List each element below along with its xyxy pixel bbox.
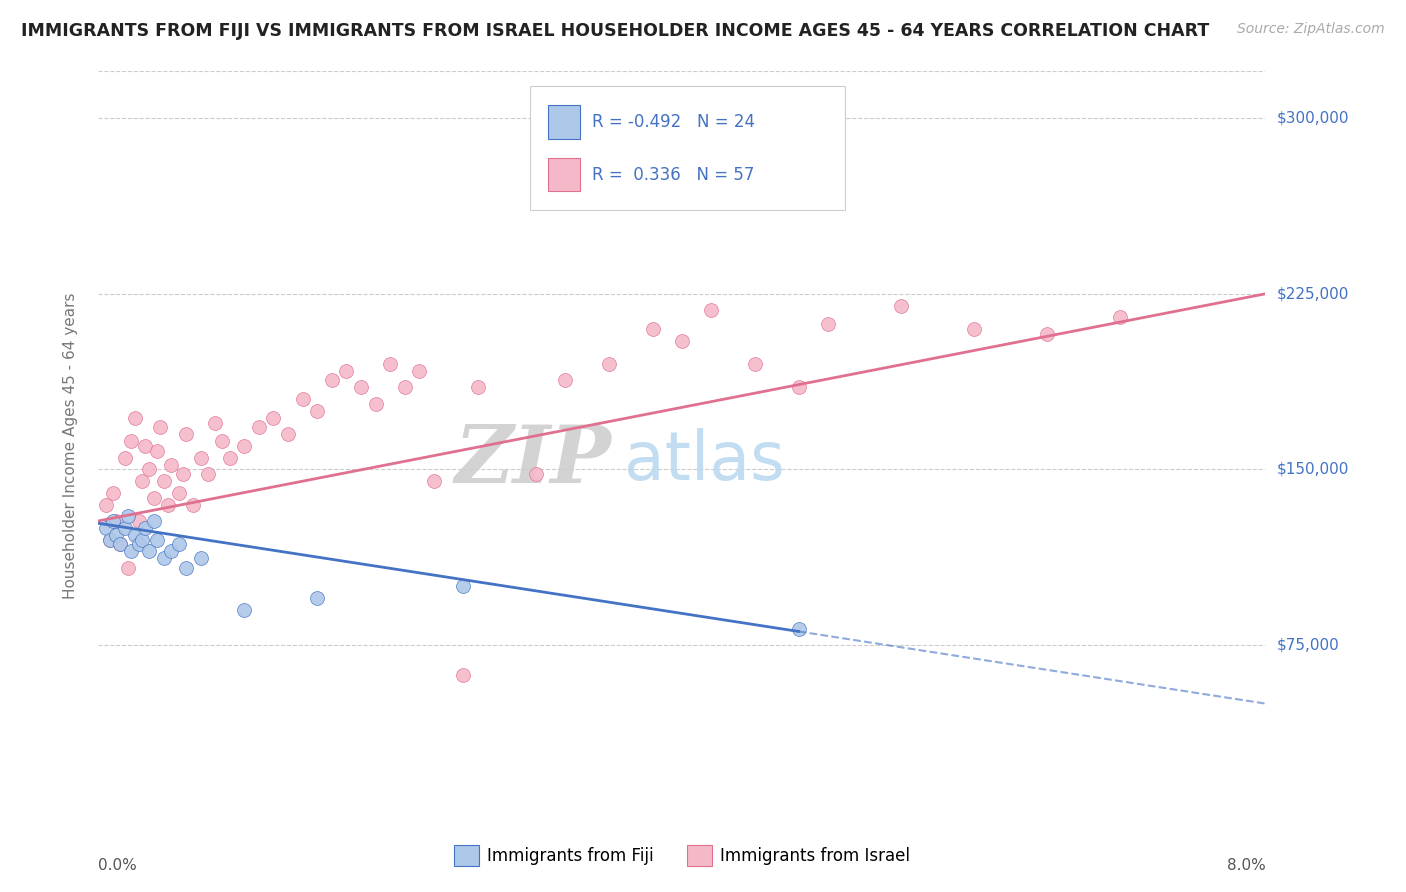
Point	[167, 537, 190, 551]
Point	[149, 420, 172, 434]
Point	[153, 551, 176, 566]
Point	[190, 551, 212, 566]
Point	[124, 411, 146, 425]
Text: $150,000: $150,000	[1277, 462, 1348, 477]
Point	[94, 498, 117, 512]
Point	[1035, 326, 1057, 341]
Point	[120, 544, 142, 558]
Point	[380, 357, 402, 371]
Point	[174, 561, 197, 575]
Text: R = -0.492   N = 24: R = -0.492 N = 24	[592, 113, 755, 131]
Point	[233, 603, 256, 617]
Text: ZIP: ZIP	[456, 422, 612, 500]
Point	[110, 537, 132, 551]
Point	[138, 544, 160, 558]
Point	[153, 474, 176, 488]
Point	[114, 450, 136, 465]
Text: atlas: atlas	[624, 428, 785, 494]
Point	[408, 364, 430, 378]
Point	[174, 427, 197, 442]
Point	[157, 498, 180, 512]
Point	[307, 591, 329, 606]
Text: $75,000: $75,000	[1277, 638, 1340, 653]
Point	[364, 397, 387, 411]
Point	[146, 443, 169, 458]
Point	[128, 537, 150, 551]
Point	[671, 334, 693, 348]
Point	[120, 434, 142, 449]
Text: IMMIGRANTS FROM FIJI VS IMMIGRANTS FROM ISRAEL HOUSEHOLDER INCOME AGES 45 - 64 Y: IMMIGRANTS FROM FIJI VS IMMIGRANTS FROM …	[21, 22, 1209, 40]
Point	[114, 521, 136, 535]
Point	[134, 521, 156, 535]
Point	[451, 580, 474, 594]
Legend: Immigrants from Fiji, Immigrants from Israel: Immigrants from Fiji, Immigrants from Is…	[447, 838, 917, 872]
Point	[277, 427, 299, 442]
Point	[394, 380, 416, 394]
Point	[197, 467, 219, 482]
Point	[94, 521, 117, 535]
Point	[101, 485, 124, 500]
Point	[817, 318, 839, 332]
Point	[1108, 310, 1130, 325]
Point	[104, 528, 127, 542]
Point	[890, 298, 912, 313]
Point	[142, 514, 165, 528]
Bar	[548, 105, 581, 139]
Point	[423, 474, 446, 488]
Point	[641, 322, 664, 336]
Text: $300,000: $300,000	[1277, 111, 1348, 126]
Point	[262, 411, 284, 425]
Text: 0.0%: 0.0%	[98, 858, 138, 873]
Point	[247, 420, 270, 434]
Point	[101, 514, 124, 528]
Point	[204, 416, 226, 430]
Point	[554, 374, 576, 388]
Point	[598, 357, 620, 371]
Y-axis label: Householder Income Ages 45 - 64 years: Householder Income Ages 45 - 64 years	[63, 293, 77, 599]
Point	[467, 380, 489, 394]
Point	[160, 544, 183, 558]
Point	[700, 303, 723, 318]
FancyBboxPatch shape	[530, 87, 845, 210]
Point	[291, 392, 314, 407]
Point	[117, 509, 139, 524]
Point	[233, 439, 256, 453]
Point	[321, 374, 343, 388]
Point	[117, 561, 139, 575]
Point	[124, 528, 146, 542]
Point	[98, 533, 121, 547]
Point	[787, 622, 810, 636]
Point	[744, 357, 766, 371]
Point	[218, 450, 240, 465]
Point	[128, 514, 150, 528]
Point	[134, 439, 156, 453]
Point	[307, 404, 329, 418]
Point	[110, 537, 132, 551]
Point	[98, 533, 121, 547]
Point	[211, 434, 233, 449]
Point	[962, 322, 984, 336]
Point	[451, 668, 474, 682]
Text: 8.0%: 8.0%	[1226, 858, 1265, 873]
Point	[142, 491, 165, 505]
Point	[350, 380, 373, 394]
Point	[146, 533, 169, 547]
Point	[181, 498, 204, 512]
Point	[190, 450, 212, 465]
Point	[524, 467, 547, 482]
Text: $225,000: $225,000	[1277, 286, 1348, 301]
Bar	[548, 158, 581, 191]
Point	[172, 467, 194, 482]
Text: R =  0.336   N = 57: R = 0.336 N = 57	[592, 166, 755, 184]
Point	[104, 514, 127, 528]
Point	[160, 458, 183, 472]
Text: Source: ZipAtlas.com: Source: ZipAtlas.com	[1237, 22, 1385, 37]
Point	[131, 533, 153, 547]
Point	[167, 485, 190, 500]
Point	[131, 474, 153, 488]
Point	[787, 380, 810, 394]
Point	[138, 462, 160, 476]
Point	[335, 364, 357, 378]
